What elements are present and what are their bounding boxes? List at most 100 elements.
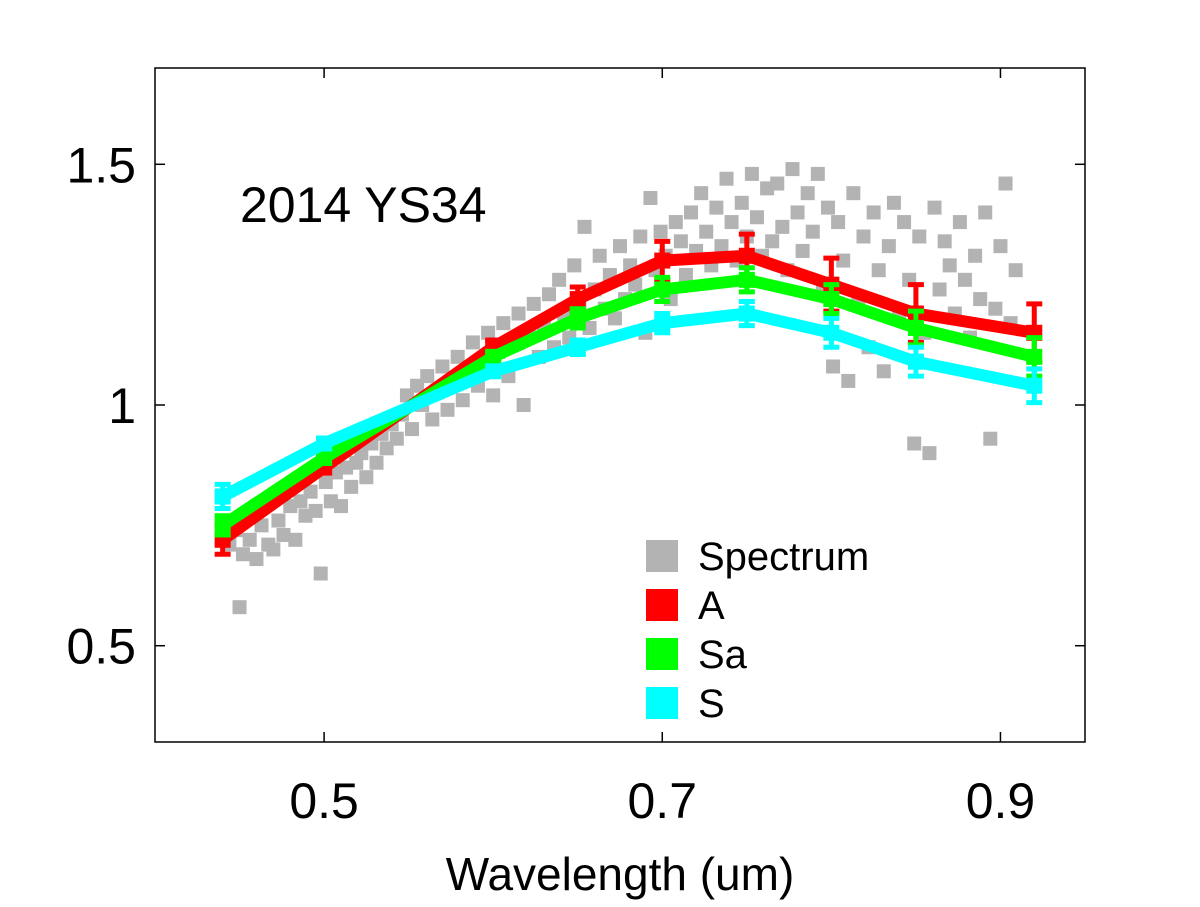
spectrum-point xyxy=(455,393,470,408)
legend-label: Sa xyxy=(698,633,748,677)
spectrum-point xyxy=(303,484,318,499)
y-tick-label: 1 xyxy=(108,378,136,434)
spectrum-point xyxy=(435,359,450,374)
x-axis-title: Wavelength (um) xyxy=(446,848,795,900)
data-point xyxy=(1026,348,1043,365)
spectrum-point xyxy=(836,253,851,268)
spectrum-point xyxy=(937,234,952,249)
spectrum-point xyxy=(486,388,501,403)
data-point xyxy=(823,291,840,308)
spectrum-point xyxy=(288,532,303,547)
spectrum-point xyxy=(932,282,947,297)
legend-swatch xyxy=(646,540,678,572)
spectrum-point xyxy=(678,268,693,283)
spectrum-point xyxy=(942,258,957,273)
spectrum-point xyxy=(978,205,993,220)
data-point xyxy=(1026,377,1043,394)
spectrum-point xyxy=(653,224,668,239)
spectrum-point xyxy=(673,234,688,249)
axes: 0.5 0.7 0.9 0.5 1 1.5 xyxy=(66,67,1086,829)
x-tick-label: 0.5 xyxy=(289,773,359,829)
spectrum-point xyxy=(511,306,526,321)
legend-swatch xyxy=(646,687,678,719)
spectrum-point xyxy=(516,398,531,412)
x-tick-label: 0.7 xyxy=(628,773,698,829)
spectrum-point xyxy=(405,422,420,437)
spectrum-point xyxy=(927,200,942,215)
data-point xyxy=(214,517,231,534)
spectrum-point xyxy=(775,219,790,234)
spectrum-point xyxy=(369,455,384,470)
spectrum-point xyxy=(805,224,820,239)
spectrum-point xyxy=(907,436,922,451)
spectrum-point xyxy=(957,272,972,287)
spectrum-point xyxy=(765,234,780,249)
spectrum-point xyxy=(871,263,886,278)
y-tick-label: 0.5 xyxy=(66,619,136,675)
spectrum-point xyxy=(232,600,247,615)
data-point xyxy=(485,348,502,365)
spectrum-point xyxy=(552,272,567,287)
spectrum-point xyxy=(684,205,699,220)
spectrum-point xyxy=(668,215,683,230)
spectrum-point xyxy=(734,195,749,210)
spectrum-point xyxy=(912,229,927,244)
spectrum-point xyxy=(699,224,714,239)
spectrum-point xyxy=(714,239,729,254)
spectrum-point xyxy=(998,176,1013,191)
spectrum-point xyxy=(866,205,881,220)
series-lines xyxy=(214,231,1043,557)
spectrum-point xyxy=(744,166,759,181)
y-tick-label: 1.5 xyxy=(66,137,136,193)
spectrum-point xyxy=(266,542,281,557)
spectrum-point xyxy=(820,200,835,215)
spectrum-point xyxy=(841,373,856,388)
spectrum-point xyxy=(856,229,871,244)
spectrum-point xyxy=(800,186,815,201)
spectrum-point xyxy=(1008,263,1023,278)
legend-swatch xyxy=(646,638,678,670)
spectrum-point xyxy=(770,176,785,191)
spectrum-point xyxy=(643,190,658,205)
data-point xyxy=(569,291,586,308)
legend-label: Spectrum xyxy=(698,535,869,579)
legend: Spectrum A Sa S xyxy=(646,535,869,726)
chart-title: 2014 YS34 xyxy=(240,177,487,233)
spectrum-point xyxy=(628,277,643,292)
spectrum-point xyxy=(582,320,597,335)
spectrum-point xyxy=(607,311,622,326)
spectrum-point xyxy=(541,287,556,302)
data-point xyxy=(823,324,840,341)
spectrum-point xyxy=(694,186,709,201)
data-point xyxy=(316,435,333,452)
spectrum-point xyxy=(795,243,810,258)
data-point xyxy=(569,339,586,356)
spectrum-point xyxy=(922,446,937,461)
data-point xyxy=(214,488,231,505)
spectrum-point xyxy=(897,215,912,230)
spectrum-point xyxy=(242,532,257,547)
data-point xyxy=(738,271,755,288)
spectrum-point xyxy=(973,292,988,307)
spectrum-point xyxy=(988,301,1003,316)
data-point xyxy=(907,353,924,370)
spectrum-point xyxy=(881,239,896,254)
spectrum-point xyxy=(831,215,846,230)
spectrum-point xyxy=(496,316,511,331)
spectrum-point xyxy=(592,248,607,263)
spectrum-point xyxy=(440,402,455,417)
spectrum-point xyxy=(749,210,764,225)
data-point xyxy=(654,252,671,269)
spectrum-point xyxy=(633,229,648,244)
spectrum-point xyxy=(719,171,734,186)
spectrum-point xyxy=(952,215,967,230)
legend-swatch xyxy=(646,589,678,621)
spectrum-point xyxy=(886,195,901,210)
spectrum-point xyxy=(249,552,264,567)
spectrum-point xyxy=(271,513,286,528)
spectrum-point xyxy=(235,547,250,562)
spectrum-point xyxy=(276,527,291,542)
spectrum-point xyxy=(613,239,627,254)
spectrum-point xyxy=(450,349,465,364)
